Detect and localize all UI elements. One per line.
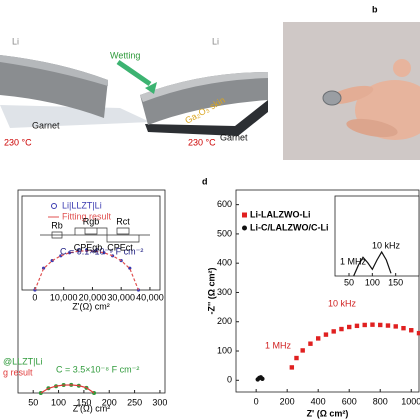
annotation: 10 kHz: [372, 240, 401, 250]
plot-frame: [21, 195, 161, 291]
data-point: [385, 323, 391, 328]
x-tick-label: 20,000: [79, 292, 107, 302]
temperature-label: 230 °C: [188, 137, 216, 147]
panel-a-left-illustration: [0, 55, 150, 128]
data-point: [378, 322, 383, 328]
legend-label: Li-LALZWO-Li: [250, 209, 310, 219]
wetting-label: Wetting: [110, 50, 140, 60]
y-tick-label: 300: [217, 287, 232, 297]
plot-frame: [17, 189, 166, 394]
series-line: [353, 250, 392, 277]
x-tick-label: 50: [344, 277, 354, 287]
data-point: [416, 330, 420, 336]
legend-label: Li|LLZT|Li: [62, 200, 102, 210]
data-point: [347, 324, 352, 330]
circuit-label: Rb: [51, 220, 63, 230]
series-line: [40, 384, 95, 394]
y-tick-label: 600: [217, 199, 232, 209]
x-tick-label: 10,000: [50, 292, 78, 302]
legend-label: Fitting result: [62, 211, 112, 221]
x-tick-label: 100: [365, 277, 380, 287]
circuit-label: Rct: [116, 216, 130, 226]
data-point: [102, 251, 106, 255]
data-point: [294, 355, 299, 361]
data-point: [409, 328, 414, 333]
x-tick-label: 50: [28, 397, 38, 407]
x-tick-label: 200: [280, 396, 295, 406]
circuit: [40, 227, 150, 243]
annotation: 1 MHz: [265, 340, 292, 350]
data-point: [339, 326, 344, 332]
li-label: Li: [12, 36, 19, 46]
circuit-label: CPEgb: [74, 242, 103, 252]
data-point: [308, 341, 313, 346]
x-axis-label: Z'(Ω) cm²: [73, 403, 110, 413]
data-point: [331, 329, 336, 334]
x-tick-label: 200: [102, 397, 117, 407]
panel-a-right-illustration: [116, 59, 268, 136]
x-axis-label: Z'(Ω) cm²: [72, 301, 109, 311]
x-tick-label: 400: [311, 396, 326, 406]
data-point: [362, 322, 367, 328]
data-point: [289, 365, 295, 370]
y-tick-label: 500: [217, 228, 232, 238]
panel-label: d: [202, 176, 208, 186]
legend-label: g result: [3, 367, 33, 377]
data-point: [260, 376, 265, 382]
legend-marker: [242, 225, 247, 231]
y-tick-label: 200: [217, 316, 232, 326]
x-tick-label: 100: [51, 397, 66, 407]
annotation: 1 MHz: [340, 256, 367, 266]
circuit-label: CPEct: [107, 242, 133, 252]
legend-label: @LLZT|Li: [3, 356, 43, 366]
legend-marker: [51, 203, 57, 209]
garnet-label: Garnet: [220, 132, 248, 142]
panel-b-photo: [283, 22, 420, 160]
legend-label: Li-C/LALZWO/C-Li: [250, 222, 328, 232]
data-point: [323, 332, 329, 337]
y-tick-label: 0: [227, 375, 232, 385]
data-point: [393, 324, 398, 329]
annotation: C = 9.1×10⁻⁹ F cm⁻²: [60, 246, 143, 256]
legend-marker: [242, 212, 247, 218]
legend-label: C = 3.5×10⁻⁸ F cm⁻²: [56, 364, 139, 374]
x-axis-label: Z' (Ω cm²): [307, 408, 349, 418]
data-point: [300, 348, 305, 353]
y-axis-label: -Z'' (Ω cm²): [206, 268, 216, 315]
x-tick-label: 150: [76, 397, 91, 407]
x-tick-label: 150: [388, 277, 403, 287]
circuit-label: Rgb: [83, 216, 100, 226]
data-point: [370, 322, 375, 327]
x-tick-label: 1000: [401, 396, 420, 406]
x-tick-label: 40,000: [136, 292, 164, 302]
panel-label: b: [372, 4, 378, 14]
series-line: [34, 250, 139, 291]
data-point: [354, 323, 360, 329]
temperature-label: 230 °C: [4, 137, 32, 147]
x-tick-label: 300: [152, 397, 167, 407]
data-point: [401, 325, 406, 331]
x-tick-label: 30,000: [107, 292, 135, 302]
garnet-label: Garnet: [32, 120, 60, 130]
x-tick-label: 0: [32, 292, 37, 302]
x-tick-label: 800: [373, 396, 388, 406]
li-label: Li: [212, 36, 219, 46]
x-tick-label: 600: [342, 396, 357, 406]
plot-frame: [235, 189, 420, 393]
data-point: [315, 336, 321, 341]
x-tick-label: 250: [127, 397, 142, 407]
annotation: 10 kHz: [328, 298, 357, 308]
x-tick-label: 0: [254, 396, 259, 406]
y-tick-label: 100: [217, 345, 232, 355]
y-tick-label: 400: [217, 258, 232, 268]
plot-frame: [334, 195, 420, 277]
